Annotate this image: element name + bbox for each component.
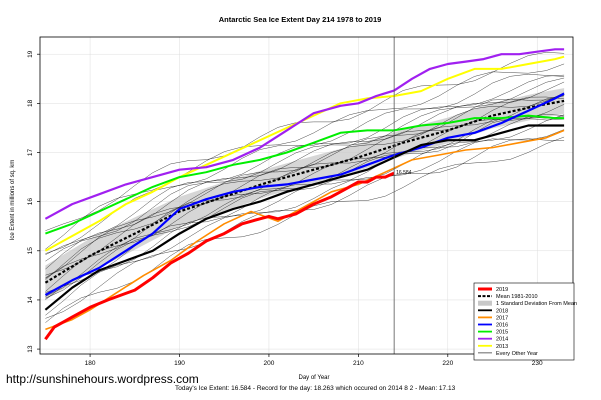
legend-label: 1 Standard Deviation From Mean [496, 301, 577, 307]
legend-item: 2014 [478, 337, 508, 343]
legend-item: 2016 [478, 323, 508, 329]
y-tick-label: 13 [27, 345, 34, 353]
series-line-2017 [45, 129, 565, 331]
legend-label: 2017 [496, 315, 508, 321]
other-year-line [45, 95, 565, 279]
y-tick-label: 18 [27, 99, 34, 107]
y-tick-label: 15 [27, 247, 34, 255]
other-year-line [45, 104, 565, 292]
legend-label: 2015 [496, 330, 508, 336]
other-year-line [45, 63, 565, 250]
y-tick-label: 14 [27, 296, 34, 304]
legend-item: 2013 [478, 344, 508, 350]
legend-label: 2013 [496, 344, 508, 350]
legend-item: 1 Standard Deviation From Mean [478, 300, 577, 307]
legend-item: 2018 [478, 308, 508, 314]
series-line-2014 [44, 48, 565, 220]
watermark-url: http://sunshinehours.wordpress.com [6, 372, 199, 386]
x-tick-label: 190 [174, 360, 185, 367]
series-lines [44, 48, 565, 341]
x-tick-label: 180 [85, 360, 96, 367]
x-axis-label: Day of Year [298, 375, 329, 381]
y-tick-label: 19 [27, 50, 34, 58]
series-line-2013 [44, 55, 565, 252]
y-tick-label: 16 [27, 198, 34, 206]
chart-title: Antarctic Sea Ice Extent Day 214 1978 to… [219, 15, 382, 24]
y-axis-label: Ice Extent in millions of sq. km [10, 160, 16, 241]
legend-item: Mean 1981-2010 [478, 294, 538, 300]
other-year-line [45, 52, 565, 231]
other-year-line [45, 77, 565, 262]
y-tick-label: 17 [27, 148, 34, 156]
other-year-line [45, 114, 565, 293]
mean-line [44, 99, 565, 284]
legend-label: Mean 1981-2010 [496, 294, 538, 300]
legend-item: 2019 [478, 287, 508, 293]
x-tick-label: 220 [442, 360, 453, 367]
axis-ticks: 180 190 200 210 220 230 13 14 15 16 17 18 19 [27, 50, 543, 367]
legend-label: 2018 [496, 308, 508, 314]
other-year-line [45, 129, 565, 316]
legend-box [473, 282, 575, 361]
legend-swatch [478, 300, 492, 306]
other-year-line [45, 81, 565, 270]
series-line-2019 [44, 171, 395, 341]
series-line-2015 [45, 114, 565, 235]
current-value-label: 16.584 [396, 170, 412, 176]
x-tick-label: 210 [353, 360, 364, 367]
legend-item: 2017 [478, 315, 508, 321]
series-line-2016 [44, 92, 565, 296]
legend-item: Every Other Year [478, 351, 538, 357]
summary-line: Today's Ice Extent: 16.584 - Record for … [175, 385, 456, 392]
mean-series-line [44, 99, 565, 284]
legend-label: Every Other Year [496, 351, 538, 357]
series-line-2018 [44, 124, 565, 311]
legend-label: 2016 [496, 323, 508, 329]
legend-item: 2015 [478, 330, 508, 336]
other-year-line [45, 92, 565, 280]
sd-band [45, 88, 565, 300]
x-tick-label: 200 [264, 360, 275, 367]
legend-label: 2019 [496, 287, 508, 293]
plot-frame [39, 36, 574, 355]
grid [40, 37, 573, 354]
x-tick-label: 230 [532, 360, 543, 367]
legend-label: 2014 [496, 337, 508, 343]
sd-band-area [45, 88, 565, 300]
